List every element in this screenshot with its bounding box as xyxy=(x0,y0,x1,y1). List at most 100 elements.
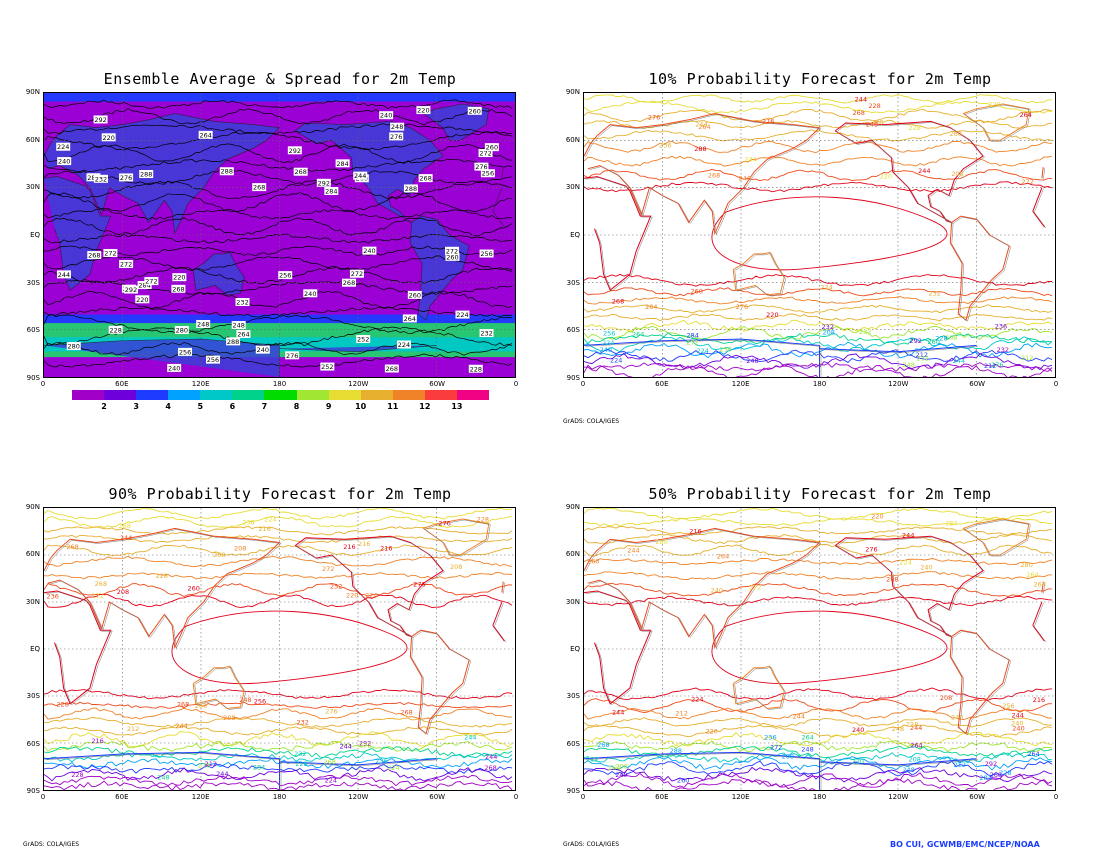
contour-label: 244 xyxy=(918,167,930,175)
colorbar xyxy=(72,390,490,400)
contour-label: 264 xyxy=(910,741,922,749)
continent-shape xyxy=(295,121,444,223)
contour-label: 264 xyxy=(199,131,211,139)
isotherm-line xyxy=(44,757,513,769)
longitude-label: 0 xyxy=(513,793,519,801)
contour-label: 220 xyxy=(705,727,717,735)
coastline xyxy=(951,630,1011,736)
contour-label: 292 xyxy=(94,116,106,124)
contour-label-box xyxy=(303,289,318,298)
contour-label: 256 xyxy=(719,345,731,353)
isotherm-line xyxy=(44,306,513,318)
contour-label: 236 xyxy=(242,518,254,526)
contour-label: 248 xyxy=(239,696,251,704)
contour-label: 244 xyxy=(695,121,707,129)
contour-label: 276 xyxy=(865,546,877,554)
colorbar-label: 5 xyxy=(197,402,204,411)
coastline xyxy=(585,114,1045,236)
isotherm-line xyxy=(44,767,513,782)
spread-band xyxy=(44,314,515,324)
continent-outline xyxy=(584,527,1044,650)
isotherm-line xyxy=(44,107,513,126)
contour-label: 280 xyxy=(68,343,80,351)
contour-label: 240 xyxy=(1011,720,1023,728)
contour-label: 228 xyxy=(999,769,1011,777)
contour-label: 244 xyxy=(855,95,867,103)
author-credit: BO CUI, GCWMB/EMC/NCEP/NOAA xyxy=(890,840,1040,849)
longitude-label: 120E xyxy=(731,793,750,801)
contour-label-box xyxy=(66,342,81,351)
isotherm-line xyxy=(44,217,513,237)
coastline xyxy=(585,591,1047,706)
contour-label-box xyxy=(324,186,339,195)
contour-label: 288 xyxy=(670,747,682,755)
contour-label: 276 xyxy=(475,163,487,171)
coastline xyxy=(951,216,1011,322)
colorbar-segment xyxy=(456,390,490,400)
contour-label-box xyxy=(390,122,405,131)
contour-label: 268 xyxy=(323,758,335,766)
contour-label: 292 xyxy=(289,147,301,155)
isotherm-line xyxy=(584,94,1053,104)
contour-label: 228 xyxy=(935,334,947,342)
isotherm-line xyxy=(584,557,1053,565)
coastline xyxy=(964,519,1031,557)
coastline xyxy=(194,666,246,710)
contour-label: 272 xyxy=(479,150,491,158)
isotherm-line xyxy=(584,155,1053,167)
longitude-label: 60E xyxy=(115,380,129,388)
contour-label: 260 xyxy=(486,144,498,152)
isotherm-line xyxy=(44,555,513,568)
isotherm-line xyxy=(44,290,513,309)
contour-label: 240 xyxy=(58,158,70,166)
latitude-label: 90S xyxy=(566,787,580,795)
contour-label: 264 xyxy=(237,330,249,338)
contour-label: 272 xyxy=(359,741,371,749)
contour-label: 264 xyxy=(608,764,620,772)
contour-label-box xyxy=(255,345,270,354)
latitude-label: 60N xyxy=(25,550,40,559)
isotherm-line xyxy=(584,772,1053,788)
latitude-label: 90N xyxy=(565,503,580,511)
contour-label: 268 xyxy=(172,285,184,293)
isotherm-line xyxy=(584,571,1053,580)
contour-label-box xyxy=(285,351,300,360)
contour-label: 228 xyxy=(71,771,83,779)
isotherm-line xyxy=(584,740,1053,753)
longitude-label: 120W xyxy=(888,793,909,801)
contour-label: 224 xyxy=(264,515,276,523)
colorbar-segment xyxy=(360,390,393,400)
contour-label: 216 xyxy=(380,545,392,553)
contour-label: 272 xyxy=(351,270,363,278)
isotherm-line xyxy=(584,319,1053,332)
contour-label: 232 xyxy=(480,330,492,338)
contour-label-box xyxy=(468,364,483,373)
contour-label: 268 xyxy=(708,172,720,180)
contour-label: 268 xyxy=(1034,580,1046,588)
contour-label-box xyxy=(335,159,350,168)
longitude-label: 120E xyxy=(191,793,210,801)
contour-label-box xyxy=(235,298,250,307)
contour-label: 216 xyxy=(343,543,355,551)
colorbar-label: 9 xyxy=(325,402,332,411)
latitude-label: 90S xyxy=(26,374,40,382)
isotherm-line xyxy=(44,740,513,752)
longitude-label: 0 xyxy=(580,793,586,801)
contour-label-box xyxy=(445,246,460,255)
contour-label: 208 xyxy=(945,334,957,342)
isotherm-line xyxy=(44,158,513,173)
colorbar-label: 10 xyxy=(355,402,367,411)
contour-label: 276 xyxy=(648,114,660,122)
colorbar-segment xyxy=(72,390,105,400)
map-prob50: 280 248 280 240 220 292 268 264 212 240 216 216 288 2… xyxy=(583,507,1056,791)
contour-label: 268 xyxy=(400,708,412,716)
contour-label: 272 xyxy=(1021,178,1033,186)
isotherm-line xyxy=(44,731,513,748)
contour-label: 268 xyxy=(95,580,107,588)
continent-outline xyxy=(962,518,1030,556)
latitude-label: EQ xyxy=(570,231,580,239)
contour-label: 244 xyxy=(612,709,624,717)
isotherm-line xyxy=(44,774,513,787)
contour-label-box xyxy=(226,337,241,346)
contour-label: 212 xyxy=(675,709,687,717)
